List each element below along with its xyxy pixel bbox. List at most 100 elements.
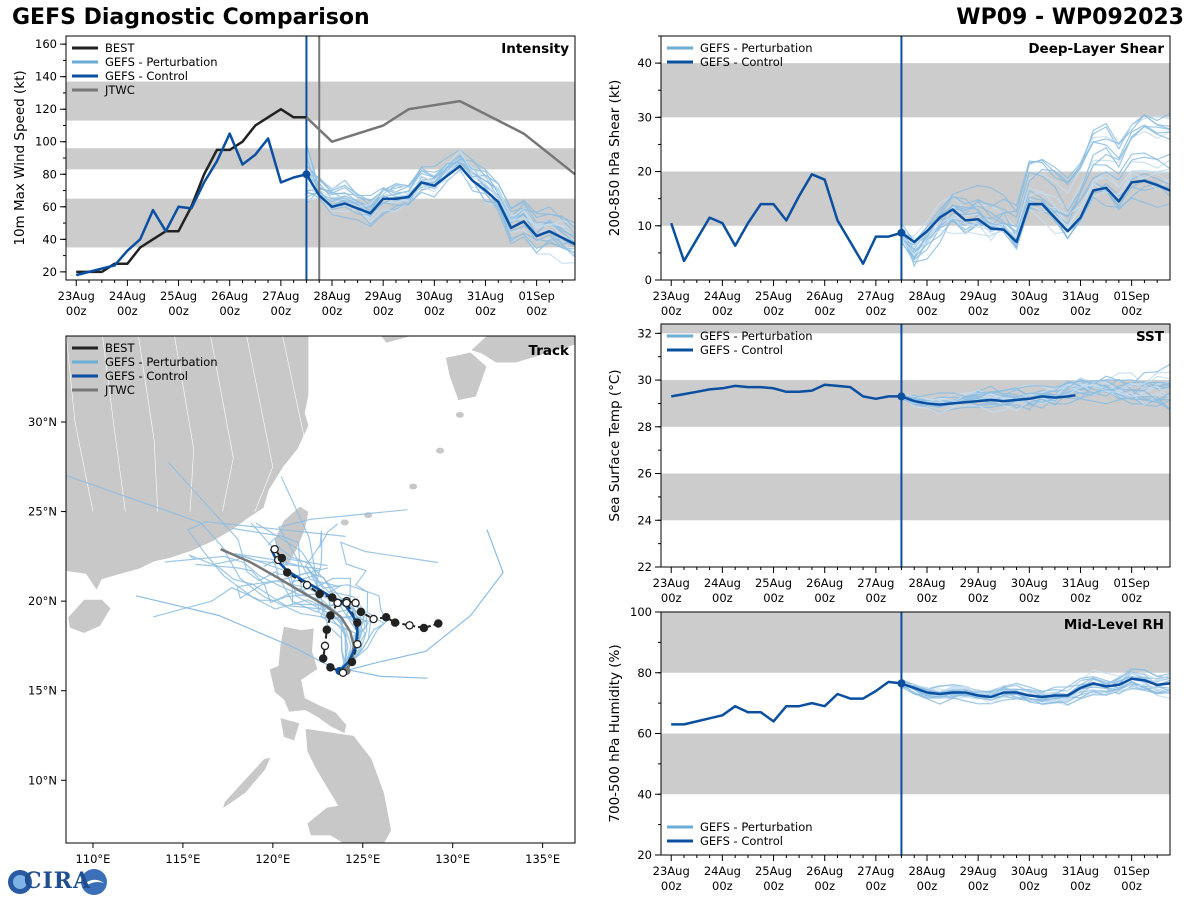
- init-marker: [897, 392, 906, 401]
- best-track-point: [434, 619, 443, 628]
- land-visayas-mindanao: [304, 727, 392, 843]
- series-gefs-control: [670, 173, 1170, 265]
- y-tick-label: 28: [637, 420, 652, 434]
- x-tick-label: 01Sep: [1113, 289, 1149, 303]
- province-border: [174, 336, 195, 512]
- x-tick-label: 26Aug: [806, 576, 843, 590]
- x-tick-label: 00z: [1070, 591, 1091, 605]
- x-tick-label: 00z: [763, 879, 784, 893]
- y-tick-label: 80: [42, 167, 57, 181]
- x-tick-label: 00z: [1070, 879, 1091, 893]
- x-tick-label: 00z: [661, 591, 682, 605]
- x-tick-label: 27Aug: [857, 289, 894, 303]
- land-palawan: [221, 756, 272, 810]
- x-tick-label: 00z: [1121, 304, 1142, 318]
- perturbation-line: [901, 672, 1170, 698]
- x-tick-label: 24Aug: [704, 289, 741, 303]
- y-tick-label: 30: [637, 373, 652, 387]
- land-korea: [379, 336, 414, 344]
- legend-label: GEFS - Perturbation: [700, 41, 813, 55]
- x-tick-label: 00z: [712, 879, 733, 893]
- legend-label: GEFS - Control: [105, 69, 188, 83]
- map-frame: [65, 335, 576, 844]
- land-hainan: [67, 599, 112, 634]
- best-track-point: [282, 568, 292, 577]
- series-jtwc: [305, 99, 575, 176]
- legend-label: GEFS - Perturbation: [105, 55, 218, 69]
- perturbation-track: [344, 668, 428, 679]
- y-tick-label: 100: [630, 605, 652, 619]
- plot-area: [661, 36, 1170, 280]
- province-border: [66, 336, 94, 512]
- land-islet: [328, 773, 337, 780]
- y-tick-label: 22: [637, 560, 652, 574]
- x-tick-label: 00z: [917, 591, 938, 605]
- perturbation-line: [305, 144, 575, 246]
- shaded-band: [661, 733, 1170, 795]
- best-track-point: [327, 593, 337, 602]
- x-tick-label: 00z: [866, 879, 887, 893]
- x-tick-label: 01Sep: [1113, 576, 1149, 590]
- x-tick-label: 00z: [271, 304, 292, 318]
- x-tick-label: 00z: [1019, 304, 1040, 318]
- perturbation-track: [167, 461, 346, 672]
- y-tick-label: 40: [637, 56, 652, 70]
- x-tick-label: 00z: [373, 304, 394, 318]
- perturbation-track: [304, 523, 387, 672]
- x-tick-label: 28Aug: [313, 289, 350, 303]
- perturbation-line: [900, 156, 1170, 243]
- panel-track: 110°E 115°E 120°E 125°E 130°E 135°E 10°N 15°N 20…: [28, 335, 576, 866]
- x-tick-label: 25Aug: [160, 289, 197, 303]
- best-track-point: [405, 621, 414, 630]
- perturbation-track: [66, 474, 345, 672]
- x-tick-label: 28Aug: [908, 576, 945, 590]
- x-tick-label: 29Aug: [365, 289, 402, 303]
- legend-label: JTWC: [104, 383, 135, 397]
- best-track-point: [342, 598, 351, 608]
- x-tick-label: 00z: [661, 304, 682, 318]
- shaded-band: [661, 473, 1170, 521]
- y-tick-label: 120: [35, 102, 57, 116]
- y-tick-label: 30: [637, 110, 652, 124]
- province-border: [210, 336, 234, 512]
- y-tick-label: 32: [637, 326, 652, 340]
- shaded-band: [661, 171, 1170, 226]
- y-tick-label: 40: [637, 787, 652, 801]
- perturbation-line: [901, 668, 1170, 701]
- lat-tick-label: 30°N: [28, 415, 57, 429]
- perturbation-track: [344, 529, 504, 672]
- page-title: GEFS Diagnostic Comparison: [12, 5, 370, 30]
- best-track-point: [277, 553, 287, 563]
- perturbation-line: [901, 112, 1170, 246]
- best-track-point: [419, 623, 429, 633]
- lon-tick-label: 135°E: [525, 852, 560, 866]
- best-track-point: [326, 611, 335, 620]
- panel-title: SST: [1136, 329, 1165, 345]
- x-tick-label: 00z: [763, 304, 784, 318]
- land-islet: [409, 483, 418, 490]
- logo-text: CIRA: [24, 868, 92, 894]
- x-tick-label: 23Aug: [653, 864, 690, 878]
- y-tick-label: 20: [637, 848, 652, 862]
- series-best: [76, 107, 307, 274]
- x-tick-label: 31Aug: [1062, 576, 1099, 590]
- y-axis-label: Sea Surface Temp (°C): [607, 369, 623, 521]
- x-tick-label: 00z: [1121, 591, 1142, 605]
- land-islet: [320, 762, 329, 769]
- x-tick-label: 24Aug: [704, 576, 741, 590]
- perturbation-line: [305, 144, 575, 229]
- perturbation-line: [900, 182, 1170, 255]
- land-islet: [340, 519, 349, 526]
- land-shikoku-honshu: [469, 336, 575, 364]
- panel-title: Mid-Level RH: [1064, 617, 1164, 633]
- x-tick-label: 31Aug: [1062, 864, 1099, 878]
- legend-label: GEFS - Control: [700, 834, 783, 848]
- lon-tick-label: 130°E: [435, 852, 470, 866]
- x-tick-label: 00z: [1019, 591, 1040, 605]
- x-tick-label: 28Aug: [908, 864, 945, 878]
- axes-frame: [660, 35, 1171, 281]
- x-tick-label: 27Aug: [857, 576, 894, 590]
- lat-tick-label: 10°N: [28, 773, 57, 787]
- x-tick-label: 23Aug: [653, 289, 690, 303]
